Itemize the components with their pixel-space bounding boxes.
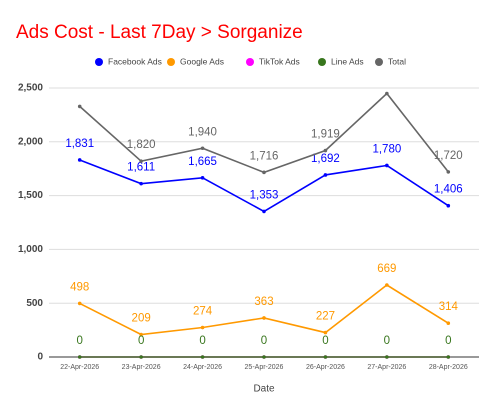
data-label: 363: [254, 296, 273, 308]
data-point: [262, 355, 266, 359]
data-point: [77, 355, 82, 359]
legend-label: TikTok Ads: [259, 56, 300, 66]
data-point: [446, 203, 451, 208]
data-label: 1,665: [188, 156, 217, 168]
data-label: 0: [445, 335, 451, 347]
data-label: 0: [138, 335, 144, 347]
data-label: 0: [77, 335, 83, 347]
data-label: 1,919: [311, 129, 340, 141]
x-tick-label: 26-Apr-2026: [306, 364, 345, 371]
y-tick-label: 500: [26, 298, 43, 309]
data-point: [139, 332, 143, 337]
data-point: [139, 181, 143, 186]
data-point: [446, 321, 451, 326]
x-tick-label: 25-Apr-2026: [245, 364, 284, 371]
data-point: [77, 301, 82, 306]
data-point: [77, 104, 82, 109]
legend-swatch: [167, 58, 175, 66]
legend-swatch: [95, 58, 103, 66]
data-label: 1,716: [250, 150, 279, 162]
data-point: [200, 176, 205, 180]
x-tick-label: 22-Apr-2026: [60, 364, 99, 371]
data-point: [262, 170, 266, 175]
data-label: 1,831: [65, 138, 94, 150]
data-point: [323, 355, 328, 359]
data-label: 669: [377, 263, 396, 275]
data-label: 0: [384, 335, 390, 347]
x-tick-label: 28-Apr-2026: [429, 364, 468, 371]
y-tick-label: 0: [37, 352, 43, 363]
data-point: [323, 173, 328, 177]
chart-title: Ads Cost - Last 7Day > Sorganize: [16, 22, 303, 43]
data-label: 1,611: [127, 162, 155, 174]
y-tick-label: 2,500: [18, 83, 43, 94]
data-label: 227: [316, 311, 335, 323]
data-point: [385, 355, 389, 359]
legend-label: Line Ads: [331, 56, 364, 66]
data-label: 1,692: [311, 153, 340, 165]
data-point: [77, 158, 82, 162]
data-point: [139, 159, 143, 163]
data-label: 1,780: [372, 144, 401, 156]
legend-swatch: [246, 58, 254, 66]
y-tick-label: 1,000: [18, 244, 43, 255]
data-point: [262, 209, 266, 214]
legend-swatch: [375, 58, 383, 66]
data-point: [323, 330, 328, 335]
data-label: 1,406: [434, 184, 463, 196]
x-axis-label: Date: [253, 384, 275, 395]
data-label: 1,720: [434, 150, 463, 162]
data-label: 1,940: [188, 126, 217, 138]
legend-label: Total: [388, 56, 406, 66]
legend-label: Facebook Ads: [108, 56, 162, 66]
legend-label: Google Ads: [180, 56, 224, 66]
data-label: 209: [132, 313, 151, 325]
series-line: [79, 284, 449, 336]
x-tick-label: 24-Apr-2026: [183, 364, 222, 371]
data-label: 314: [439, 301, 459, 313]
y-tick-label: 1,500: [18, 190, 43, 201]
data-label: 0: [199, 335, 205, 347]
data-label: 0: [322, 335, 328, 347]
legend-swatch: [318, 58, 326, 66]
y-tick-label: 2,000: [18, 136, 43, 147]
data-label: 1,820: [127, 139, 156, 151]
data-point: [446, 170, 451, 174]
data-point: [385, 283, 389, 287]
x-tick-label: 27-Apr-2026: [367, 364, 406, 371]
data-point: [200, 146, 205, 151]
data-label: 0: [261, 335, 267, 347]
data-point: [200, 355, 205, 359]
data-label: 274: [193, 306, 213, 318]
data-point: [262, 316, 266, 320]
data-label: 1,353: [250, 189, 279, 201]
data-point: [200, 325, 205, 330]
data-point: [385, 91, 389, 96]
data-point: [139, 355, 143, 359]
data-label: 498: [70, 281, 89, 293]
data-point: [323, 148, 328, 153]
data-point: [446, 355, 451, 359]
data-point: [385, 163, 389, 168]
x-tick-label: 23-Apr-2026: [122, 364, 161, 371]
